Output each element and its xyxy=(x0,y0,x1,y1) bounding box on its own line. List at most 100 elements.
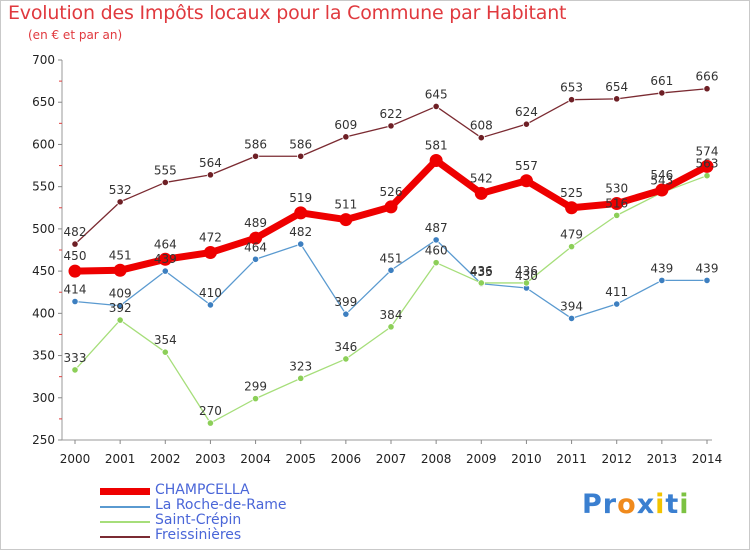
x-tick-label: 2004 xyxy=(240,452,271,466)
data-label-la-roche-de-rame: 399 xyxy=(334,295,357,309)
point-la-roche-de-rame xyxy=(206,301,215,309)
point-champcella xyxy=(429,153,443,167)
point-la-roche-de-rame xyxy=(613,300,621,308)
data-label-freissinieres: 564 xyxy=(199,156,222,170)
point-la-roche-de-rame xyxy=(71,297,79,306)
point-saint-crepin xyxy=(387,323,395,331)
data-label-freissinieres: 609 xyxy=(334,118,357,132)
data-label-champcella: 464 xyxy=(154,237,177,251)
point-freissinieres xyxy=(703,85,711,93)
y-tick-label: 600 xyxy=(32,137,55,151)
point-freissinieres xyxy=(116,198,124,206)
point-freissinieres xyxy=(658,89,666,97)
data-label-champcella: 519 xyxy=(289,191,312,205)
x-tick-label: 2014 xyxy=(692,452,723,466)
point-la-roche-de-rame xyxy=(342,310,350,318)
data-label-la-roche-de-rame: 439 xyxy=(696,261,719,275)
data-label-saint-crepin: 516 xyxy=(605,196,628,210)
x-tick-label: 2000 xyxy=(60,452,91,466)
data-label-freissinieres: 586 xyxy=(244,137,267,151)
point-champcella xyxy=(519,174,533,188)
proxiti-logo: Proxiti xyxy=(582,489,690,520)
x-tick-label: 2011 xyxy=(556,452,587,466)
point-freissinieres xyxy=(297,152,305,160)
logo-letter: i xyxy=(679,489,690,520)
y-tick-label: 350 xyxy=(32,349,55,363)
x-tick-label: 2010 xyxy=(511,452,542,466)
point-saint-crepin xyxy=(477,279,485,287)
data-label-champcella: 557 xyxy=(515,159,538,173)
point-la-roche-de-rame xyxy=(161,267,169,275)
point-saint-crepin xyxy=(71,366,79,374)
point-freissinieres xyxy=(613,95,621,103)
legend-swatch-la-roche-de-rame xyxy=(100,506,150,508)
point-saint-crepin xyxy=(522,279,531,287)
point-freissinieres xyxy=(387,122,395,130)
data-label-champcella: 472 xyxy=(199,231,222,245)
point-la-roche-de-rame xyxy=(297,240,305,248)
x-tick-label: 2005 xyxy=(285,452,316,466)
data-label-saint-crepin: 384 xyxy=(380,308,403,322)
legend-item-la-roche-de-rame: La Roche-de-Rame xyxy=(100,497,400,514)
data-label-saint-crepin: 479 xyxy=(560,228,583,242)
legend-swatch-champcella xyxy=(100,488,150,495)
point-champcella xyxy=(339,213,353,227)
point-saint-crepin xyxy=(432,259,440,267)
data-label-saint-crepin: 333 xyxy=(64,351,87,365)
legend-swatch-saint-crepin xyxy=(100,521,150,523)
point-champcella xyxy=(474,186,488,200)
data-label-la-roche-de-rame: 394 xyxy=(560,299,583,313)
y-tick-label: 450 xyxy=(32,264,55,278)
data-label-saint-crepin: 436 xyxy=(515,264,538,278)
chart-title: Evolution des Impôts locaux pour la Comm… xyxy=(8,2,567,24)
data-label-saint-crepin: 346 xyxy=(334,340,357,354)
point-freissinieres xyxy=(251,152,260,160)
data-label-champcella: 530 xyxy=(605,182,628,196)
y-tick-label: 700 xyxy=(32,53,55,67)
point-saint-crepin xyxy=(703,172,711,180)
data-label-champcella: 574 xyxy=(696,144,719,158)
data-label-champcella: 525 xyxy=(560,186,583,200)
legend-swatch-freissinieres xyxy=(100,536,150,538)
data-label-la-roche-de-rame: 430 xyxy=(515,269,538,283)
data-label-saint-crepin: 460 xyxy=(425,244,448,258)
point-la-roche-de-rame xyxy=(251,255,260,263)
point-saint-crepin xyxy=(161,348,169,356)
legend-label-freissinieres: Freissinières xyxy=(155,527,242,543)
data-label-la-roche-de-rame: 435 xyxy=(470,265,493,279)
data-label-freissinieres: 653 xyxy=(560,81,583,95)
x-tick-label: 2012 xyxy=(601,452,632,466)
point-champcella xyxy=(68,264,82,278)
y-tick-label: 500 xyxy=(32,222,55,236)
point-la-roche-de-rame xyxy=(432,236,440,244)
point-champcella xyxy=(384,200,398,214)
point-saint-crepin xyxy=(116,316,124,324)
point-champcella xyxy=(700,159,714,173)
data-label-saint-crepin: 563 xyxy=(696,157,719,171)
y-tick-label: 300 xyxy=(32,391,55,405)
chart-subtitle: (en € et par an) xyxy=(28,28,123,42)
legend-item-freissinieres: Freissinières xyxy=(100,527,400,544)
data-label-la-roche-de-rame: 411 xyxy=(605,285,628,299)
data-label-champcella: 489 xyxy=(244,216,267,230)
data-label-saint-crepin: 543 xyxy=(650,174,673,188)
x-tick-label: 2008 xyxy=(421,452,452,466)
data-label-champcella: 581 xyxy=(425,138,448,152)
point-freissinieres xyxy=(206,171,215,179)
x-tick-label: 2007 xyxy=(376,452,407,466)
data-label-la-roche-de-rame: 464 xyxy=(244,240,267,254)
point-freissinieres xyxy=(432,102,440,111)
point-la-roche-de-rame xyxy=(703,276,711,284)
legend-label-champcella: CHAMPCELLA xyxy=(155,482,250,498)
data-label-saint-crepin: 436 xyxy=(470,264,493,278)
point-champcella xyxy=(610,197,624,211)
data-label-la-roche-de-rame: 451 xyxy=(380,251,403,265)
point-saint-crepin xyxy=(297,374,305,382)
point-saint-crepin xyxy=(342,355,350,363)
point-freissinieres xyxy=(161,178,169,187)
x-tick-label: 2001 xyxy=(105,452,136,466)
point-saint-crepin xyxy=(567,243,576,251)
point-la-roche-de-rame xyxy=(567,314,576,322)
point-saint-crepin xyxy=(613,211,621,219)
